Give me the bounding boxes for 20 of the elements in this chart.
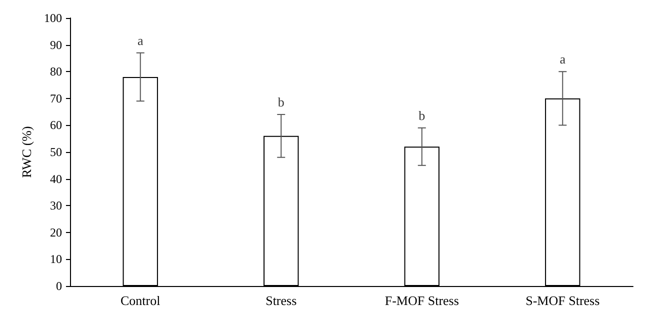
annotation: a <box>560 52 566 67</box>
x-tick-label: Stress <box>266 293 297 308</box>
annotation: b <box>418 108 426 123</box>
x-tick-label: Control <box>120 293 161 308</box>
annotation: b <box>278 94 284 110</box>
y-tick-label: 50 <box>50 145 62 159</box>
x-tick-label: F-MOF Stress <box>384 293 459 308</box>
y-tick-label: 90 <box>50 38 62 52</box>
y-tick-label: 70 <box>50 91 62 106</box>
y-axis-title: RWC (%) <box>19 126 34 178</box>
y-tick-label: 30 <box>50 198 62 213</box>
y-tick-label: 40 <box>50 172 62 186</box>
y-tick-label: 10 <box>50 252 62 266</box>
y-tick-label: 60 <box>50 118 62 132</box>
y-tick-label: 80 <box>50 64 62 79</box>
y-tick-label: 0 <box>56 279 62 293</box>
annotation: a <box>137 32 144 48</box>
y-tick-label: 20 <box>50 225 62 240</box>
x-tick-label: S-MOF Stress <box>526 293 600 308</box>
y-tick-label: 100 <box>44 11 62 25</box>
